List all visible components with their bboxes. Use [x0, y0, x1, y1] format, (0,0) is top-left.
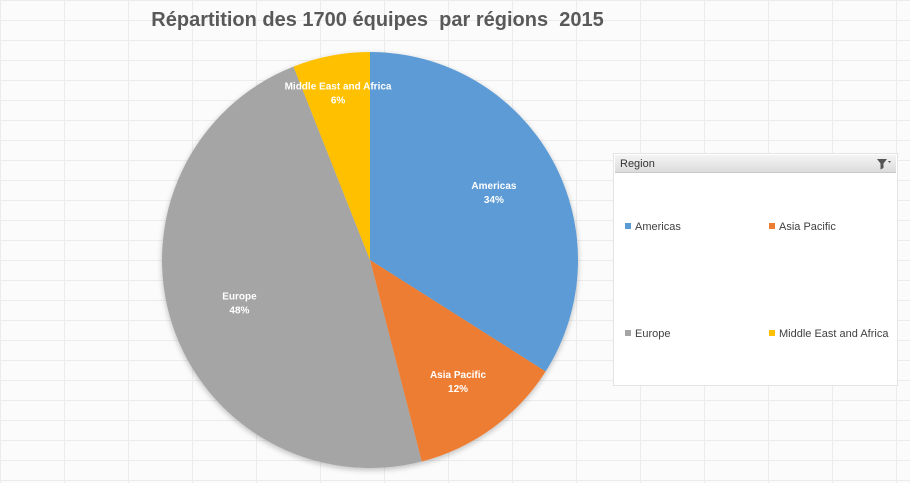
slicer-item-label: Middle East and Africa: [779, 328, 889, 340]
pie-slice-middle-east-and-africa[interactable]: [293, 52, 370, 260]
middle-east-and-africa-swatch: [769, 330, 775, 336]
slicer-item-label: Europe: [635, 328, 671, 340]
slicer-title: Region: [620, 158, 655, 170]
data-label-americas: Americas 34%: [471, 181, 516, 206]
data-label-europe: Europe 48%: [222, 291, 257, 316]
europe-swatch: [625, 330, 631, 336]
region-slicer[interactable]: Region Americas Asia Pacific Europe Midd…: [613, 153, 898, 386]
slicer-item-europe[interactable]: Europe: [625, 328, 670, 340]
slicer-item-asia-pacific[interactable]: Asia Pacific: [769, 221, 836, 233]
slicer-item-label: Asia Pacific: [779, 221, 836, 233]
slicer-item-middle-east-and-africa[interactable]: Middle East and Africa: [769, 328, 888, 340]
data-label-asia-pacific: Asia Pacific 12%: [430, 370, 487, 395]
data-label-middle-east-and-africa: Middle East and Africa 6%: [285, 81, 392, 106]
asia-pacific-swatch: [769, 223, 775, 229]
americas-swatch: [625, 223, 631, 229]
filter-icon[interactable]: [876, 157, 892, 171]
pie-slice-europe[interactable]: [161, 66, 422, 469]
slicer-header: Region: [615, 155, 896, 173]
pie-slice-asia-pacific[interactable]: [370, 260, 546, 462]
pie-slice-americas[interactable]: [370, 52, 578, 372]
slicer-item-label: Americas: [635, 221, 681, 233]
chart-title: Répartition des 1700 équipes par régions…: [151, 9, 604, 31]
slicer-item-americas[interactable]: Americas: [625, 221, 681, 233]
